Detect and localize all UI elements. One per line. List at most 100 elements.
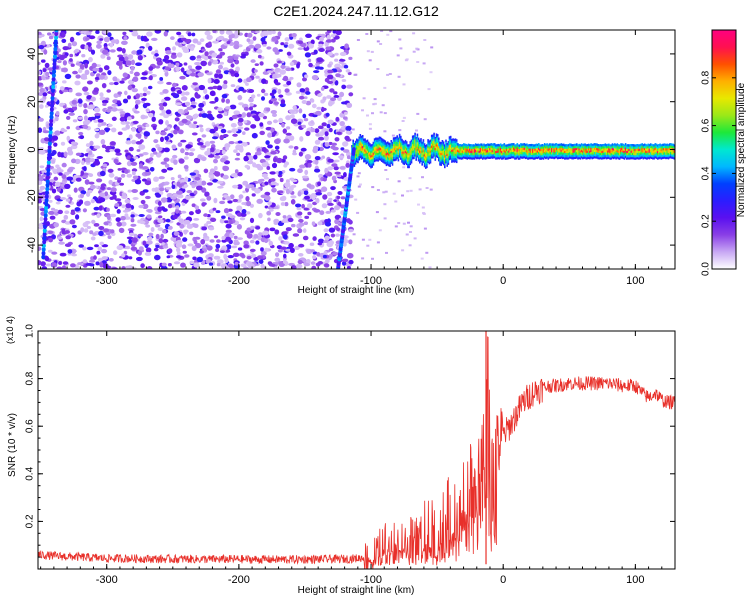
heatmap-cell: [372, 152, 375, 155]
heatmap-cell: [643, 145, 646, 149]
heatmap-cell: [626, 153, 628, 156]
heatmap-cell: [548, 154, 551, 157]
heatmap-cell: [640, 154, 642, 157]
heatmap-cell: [111, 107, 118, 112]
heatmap-cell: [127, 95, 131, 100]
heatmap-cell: [377, 159, 379, 162]
heatmap-cell: [383, 217, 387, 220]
heatmap-cell: [518, 148, 521, 152]
heatmap-cell: [375, 157, 377, 160]
heatmap-cell: [562, 152, 565, 155]
heatmap-cell: [570, 145, 572, 149]
heatmap-cell: [257, 255, 263, 260]
heatmap-cell: [422, 154, 425, 157]
heatmap-cell: [615, 144, 617, 147]
heatmap-cell: [99, 170, 106, 177]
heatmap-cell: [57, 60, 62, 64]
heatmap-cell: [659, 154, 661, 157]
heatmap-cell: [511, 147, 514, 150]
heatmap-cell: [117, 177, 122, 181]
heatmap-cell: [565, 152, 567, 156]
heatmap-cell: [42, 68, 47, 73]
heatmap-cell: [367, 148, 370, 151]
heatmap-cell: [130, 246, 138, 251]
heatmap-cell: [64, 73, 72, 79]
heatmap-cell: [383, 112, 387, 115]
heatmap-cell: [421, 148, 423, 151]
heatmap-cell: [346, 102, 353, 109]
heatmap-cell: [242, 142, 248, 147]
heatmap-cell: [566, 148, 569, 151]
heatmap-cell: [94, 128, 100, 132]
heatmap-cell: [592, 147, 595, 151]
heatmap-cell: [521, 145, 523, 148]
heatmap-cell: [232, 184, 239, 189]
heatmap-cell: [516, 151, 519, 155]
heatmap-cell: [642, 157, 645, 160]
heatmap-cell: [602, 148, 604, 151]
heatmap-cell: [435, 150, 438, 153]
heatmap-cell: [386, 33, 390, 36]
heatmap-cell: [312, 255, 317, 260]
heatmap-cell: [165, 109, 172, 115]
heatmap-cell: [419, 161, 421, 164]
heatmap-cell: [377, 139, 379, 143]
heatmap-cell: [420, 144, 422, 147]
heatmap-cell: [106, 187, 112, 191]
heatmap-cell: [77, 116, 83, 120]
heatmap-cell: [417, 144, 420, 147]
heatmap-cell: [302, 113, 307, 119]
heatmap-cell: [616, 149, 619, 153]
heatmap-cell: [200, 180, 207, 186]
heatmap-cell: [631, 148, 634, 151]
heatmap-cell: [318, 238, 324, 244]
heatmap-cell: [279, 177, 284, 183]
heatmap-cell: [358, 153, 360, 157]
heatmap-cell: [157, 146, 163, 152]
heatmap-cell: [433, 137, 435, 140]
heatmap-cell: [479, 149, 482, 153]
heatmap-cell: [535, 145, 538, 149]
heatmap-cell: [175, 62, 180, 67]
heatmap-cell: [309, 242, 315, 246]
heatmap-cell: [629, 146, 632, 149]
heatmap-cell: [234, 72, 240, 78]
heatmap-cell: [38, 180, 43, 185]
heatmap-cell: [375, 154, 377, 158]
heatmap-cell: [145, 108, 150, 113]
heatmap-cell: [185, 144, 192, 149]
heatmap-cell: [353, 143, 356, 146]
heatmap-cell: [436, 134, 439, 137]
heatmap-cell: [413, 150, 415, 153]
heatmap-cell: [249, 239, 255, 244]
heatmap-cell: [595, 149, 597, 153]
heatmap-cell: [565, 144, 567, 147]
heatmap-cell: [61, 162, 67, 168]
heatmap-cell: [153, 151, 158, 155]
heatmap-cell: [95, 30, 100, 34]
heatmap-cell: [521, 149, 523, 153]
heatmap-cell: [598, 144, 601, 147]
heatmap-cell: [285, 227, 292, 232]
heatmap-cell: [648, 144, 651, 147]
heatmap-cell: [516, 153, 519, 157]
heatmap-cell: [189, 72, 197, 77]
heatmap-cell: [673, 152, 675, 156]
heatmap-cell: [636, 156, 639, 160]
heatmap-cell: [38, 260, 42, 266]
heatmap-cell: [403, 149, 406, 153]
heatmap-cell: [89, 158, 96, 163]
heatmap-cell: [611, 147, 614, 150]
heatmap-cell: [162, 58, 167, 62]
heatmap-cell: [159, 77, 164, 81]
heatmap-cell: [472, 150, 475, 154]
heatmap-cell: [408, 161, 410, 164]
heatmap-cell: [369, 145, 371, 148]
heatmap-cell: [400, 140, 402, 143]
heatmap-cell: [496, 150, 498, 153]
heatmap-cell: [181, 244, 187, 249]
heatmap-cell: [363, 151, 365, 154]
heatmap-cell: [147, 85, 153, 90]
heatmap-cell: [155, 193, 162, 198]
heatmap-cell: [392, 152, 395, 155]
